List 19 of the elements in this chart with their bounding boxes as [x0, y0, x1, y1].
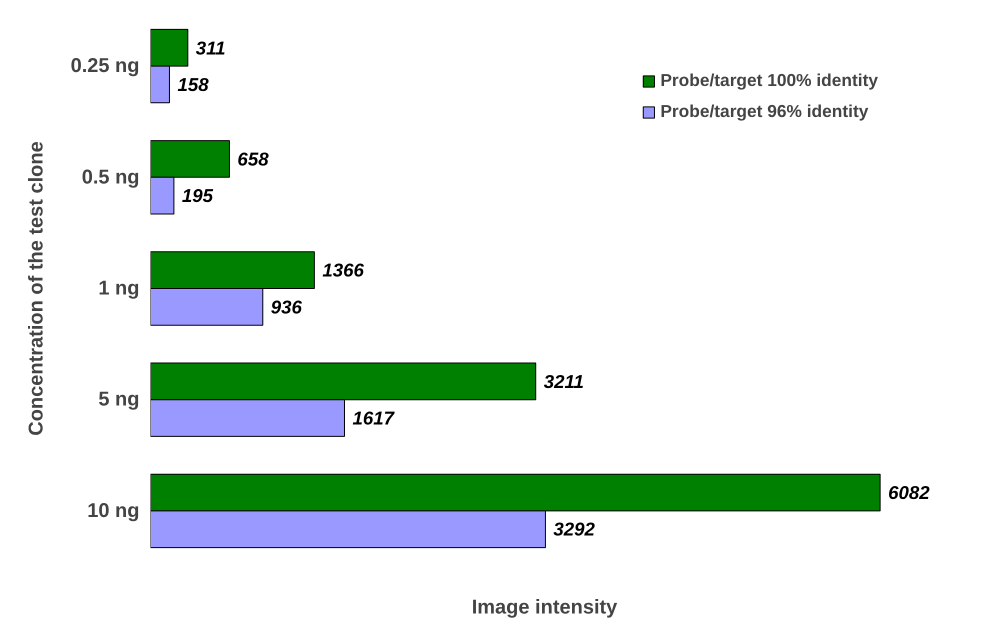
data-label: 195 [182, 185, 214, 206]
data-label: 158 [177, 74, 210, 95]
data-label: 3211 [544, 370, 584, 392]
data-label: 6082 [888, 482, 930, 504]
x-axis-title: Image intensity [472, 596, 618, 618]
data-label: 1617 [352, 408, 396, 429]
y-tick-label: 10 ng [87, 500, 140, 522]
data-label: 311 [196, 37, 226, 58]
y-tick-label: 5 ng [98, 388, 140, 411]
data-label: 936 [270, 296, 303, 318]
y-tick-label: 0.5 ng [82, 166, 140, 188]
legend-label: Probe/target 100% identity [660, 70, 878, 91]
y-axis-title: Concentration of the test clone [26, 141, 48, 436]
data-label: 1366 [322, 260, 364, 281]
y-tick-label: 1 ng [98, 278, 140, 300]
legend-label: Probe/target 96% identity [660, 101, 868, 122]
y-tick-label: 0.25 ng [70, 55, 140, 78]
data-label: 3292 [553, 518, 596, 540]
data-label: 658 [237, 148, 270, 170]
